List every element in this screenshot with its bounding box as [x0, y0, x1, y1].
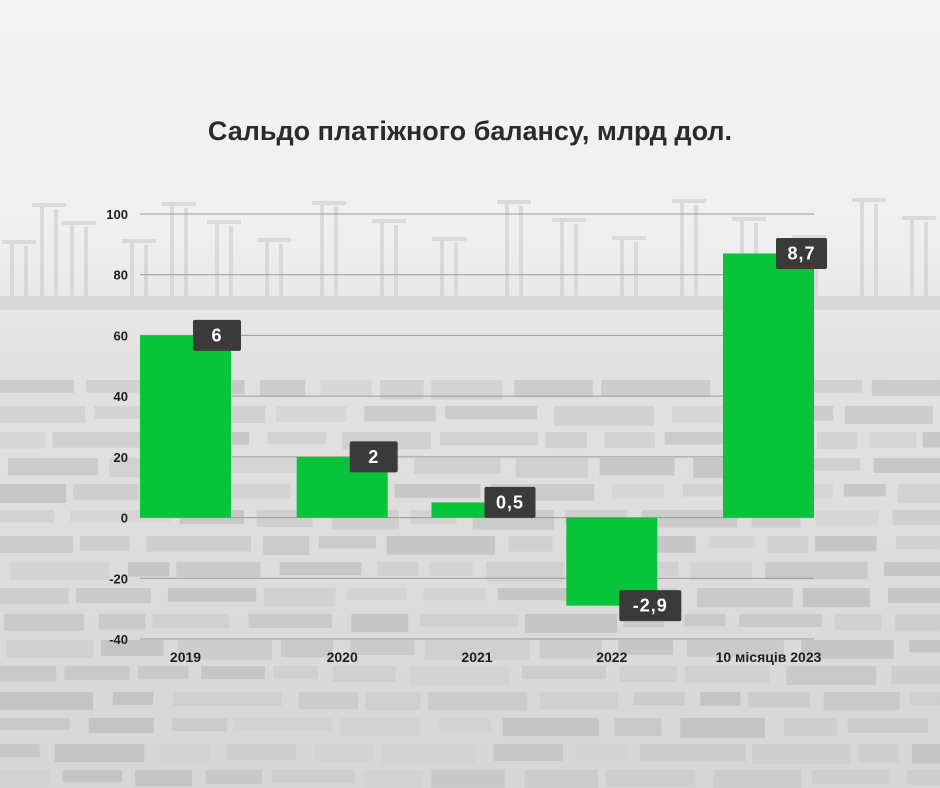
bar — [723, 253, 814, 518]
x-tick-label: 2020 — [327, 649, 358, 665]
data-label: 6 — [211, 325, 222, 345]
chart-title: Сальдо платіжного балансу, млрд дол. — [208, 116, 732, 146]
x-tick-label: 10 місяців 2023 — [716, 649, 822, 665]
y-tick-label: -40 — [109, 632, 128, 647]
data-labels: 6 2 0,5 -2,9 8,7 — [193, 237, 827, 622]
data-label: 0,5 — [496, 492, 524, 512]
x-axis-ticks: 2019 2020 2021 2022 10 місяців 2023 — [170, 649, 822, 665]
bars — [140, 253, 814, 606]
x-tick-label: 2022 — [596, 649, 627, 665]
y-tick-label: 60 — [114, 328, 128, 343]
y-tick-label: 100 — [106, 207, 128, 222]
y-tick-label: 40 — [114, 389, 128, 404]
bar — [140, 335, 231, 518]
data-label: 8,7 — [787, 243, 815, 263]
y-tick-label: 0 — [121, 511, 128, 526]
data-label-box — [619, 590, 682, 622]
data-label-box — [349, 441, 398, 473]
y-tick-label: -20 — [109, 571, 128, 586]
data-label: -2,9 — [633, 596, 668, 616]
data-label-box — [484, 486, 536, 518]
data-label-box — [776, 237, 827, 269]
y-axis-ticks: 100 80 60 40 20 0 -20 -40 — [106, 207, 128, 647]
y-tick-label: 80 — [114, 268, 128, 283]
data-label: 2 — [368, 447, 379, 467]
x-tick-label: 2021 — [461, 649, 492, 665]
x-tick-label: 2019 — [170, 649, 201, 665]
y-tick-label: 20 — [114, 450, 128, 465]
data-label-box — [193, 319, 241, 351]
gridlines — [140, 213, 814, 640]
